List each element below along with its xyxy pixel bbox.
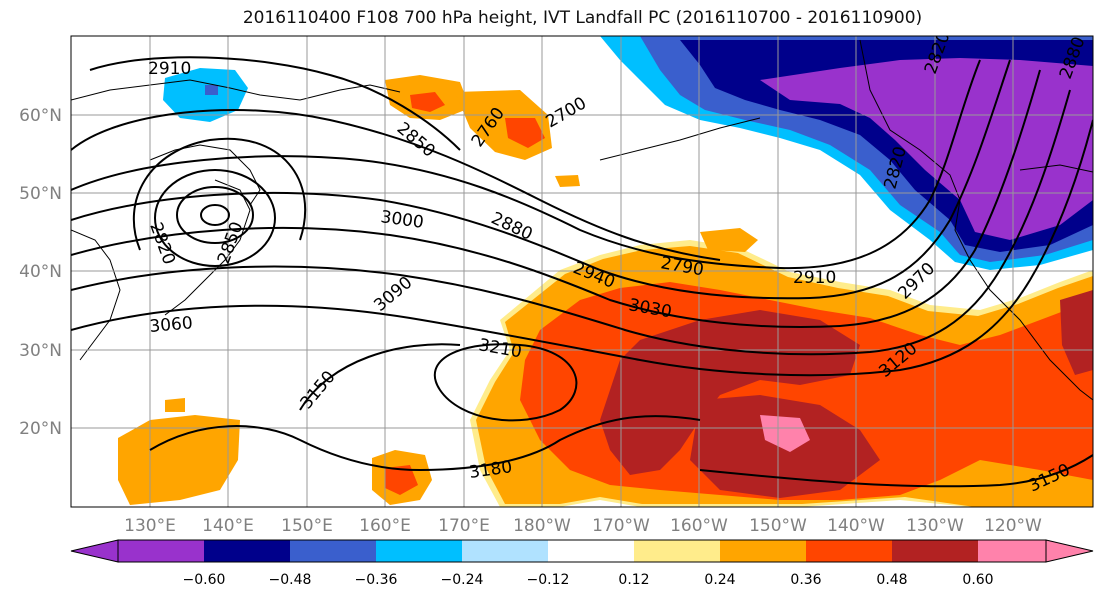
- colorbar-segment: [548, 540, 634, 562]
- lon-label: 130°E: [124, 516, 176, 536]
- map-title: 2016110400 F108 700 hPa height, IVT Land…: [242, 8, 923, 28]
- negative-anomaly-shading: [163, 36, 1093, 270]
- lon-label: 130°W: [906, 516, 964, 536]
- colorbar-segment: [720, 540, 806, 562]
- colorbar-segment: [376, 540, 462, 562]
- lat-label: 20°N: [19, 419, 62, 439]
- colorbar-segment: [462, 540, 548, 562]
- colorbar-segment: [634, 540, 720, 562]
- colorbar-segment: [892, 540, 978, 562]
- contour-label: 2910: [148, 59, 191, 79]
- lon-label: 160°W: [670, 516, 728, 536]
- positive-anomaly-shading: [118, 75, 1093, 507]
- longitude-labels: 130°E 140°E 150°E 160°E 170°E 180°W 170°…: [124, 516, 1042, 536]
- contour-label: 2910: [793, 268, 836, 288]
- lon-label: 120°W: [984, 516, 1042, 536]
- colorbar-segment: [204, 540, 290, 562]
- colorbar-tick-labels: −0.60 −0.48 −0.36 −0.24 −0.12 0.12 0.24 …: [183, 572, 994, 588]
- map-frame: [70, 35, 1094, 508]
- latitude-labels: 60°N 50°N 40°N 30°N 20°N: [19, 106, 62, 439]
- lon-label: 170°E: [438, 516, 490, 536]
- colorbar-tick-label: −0.12: [527, 572, 570, 588]
- lon-label: 160°E: [359, 516, 411, 536]
- colorbar-tick-label: −0.24: [441, 572, 484, 588]
- colorbar-tick-label: 0.36: [790, 572, 821, 588]
- colorbar-extend-high: [1045, 539, 1094, 563]
- lon-label: 180°W: [513, 516, 571, 536]
- lat-label: 30°N: [19, 341, 62, 361]
- contour-label: 2880: [488, 208, 536, 244]
- colorbar-tick-label: 0.12: [618, 572, 649, 588]
- colorbar-tick-label: −0.60: [183, 572, 226, 588]
- height-contours: [71, 56, 1093, 488]
- colorbar-segment: [806, 540, 892, 562]
- contour-label: 2700: [543, 93, 590, 132]
- colorbar-tick-label: 0.24: [704, 572, 735, 588]
- contour-label: 3000: [379, 207, 425, 233]
- colorbar-segment: [290, 540, 376, 562]
- colorbar: [70, 539, 1094, 563]
- colorbar-segment: [118, 540, 204, 562]
- contour-label: 3060: [149, 313, 194, 337]
- lat-label: 50°N: [19, 184, 62, 204]
- colorbar-tick-label: 0.48: [876, 572, 907, 588]
- lon-label: 150°W: [749, 516, 807, 536]
- colorbar-extend-low: [70, 539, 119, 563]
- lon-label: 150°E: [281, 516, 333, 536]
- colorbar-tick-label: 0.60: [962, 572, 993, 588]
- lat-label: 40°N: [19, 262, 62, 282]
- lon-label: 170°W: [592, 516, 650, 536]
- lat-label: 60°N: [19, 106, 62, 126]
- contour-label: 3090: [370, 273, 416, 316]
- colorbar-frame: [117, 539, 1047, 563]
- colorbar-tick-label: −0.36: [355, 572, 398, 588]
- colorbar-segment: [978, 540, 1046, 562]
- colorbar-tick-label: −0.48: [269, 572, 312, 588]
- lon-label: 140°W: [827, 516, 885, 536]
- lon-label: 140°E: [202, 516, 254, 536]
